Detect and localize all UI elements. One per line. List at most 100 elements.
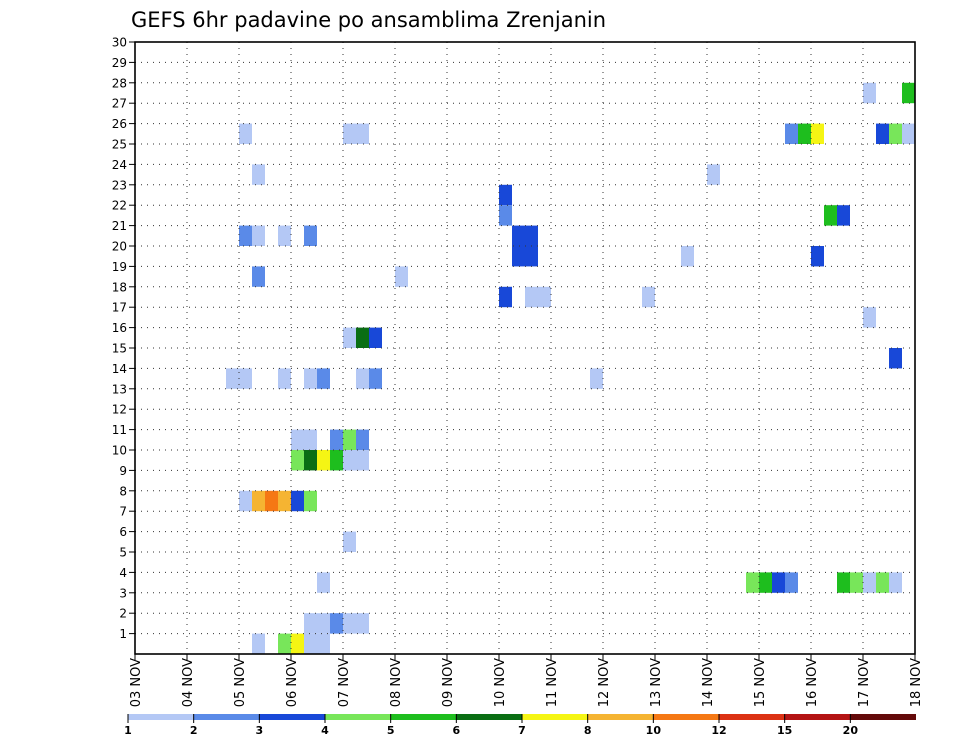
x-tick-label: 18 NOV: [909, 658, 924, 707]
y-tick-label: 21: [112, 219, 127, 233]
x-tick-label: 12 NOV: [597, 658, 612, 707]
precip-cell: [304, 633, 317, 654]
precip-cell: [395, 266, 408, 287]
precip-cell: [512, 225, 525, 246]
legend-tick-label: 5: [387, 724, 395, 737]
precip-cell: [356, 368, 369, 389]
y-tick-label: 2: [119, 607, 127, 621]
precip-cell: [876, 123, 889, 144]
x-tick-label: 09 NOV: [441, 658, 456, 707]
precip-cell: [876, 572, 889, 593]
y-tick-label: 6: [119, 525, 127, 539]
precip-cell: [785, 572, 798, 593]
precip-cell: [356, 613, 369, 634]
legend-tick-label: 1: [124, 724, 132, 737]
color-legend: 1 2 3 4 5 6 7 8 10 12 15 20: [124, 714, 916, 737]
precip-cell: [590, 368, 603, 389]
precip-cell: [304, 368, 317, 389]
y-tick-label: 4: [119, 566, 127, 580]
precip-cell: [317, 368, 330, 389]
y-tick-label: 10: [112, 444, 127, 458]
y-tick-label: 14: [112, 362, 127, 376]
y-tick-label: 28: [112, 76, 127, 90]
precip-cell: [343, 450, 356, 471]
x-tick-label: 06 NOV: [285, 658, 300, 707]
precip-cell: [317, 613, 330, 634]
y-axis: 1234567891011121314151617181920212223242…: [112, 36, 135, 641]
y-tick-label: 11: [112, 423, 127, 437]
legend-tick-label: 10: [646, 724, 662, 737]
y-tick-label: 17: [112, 301, 127, 315]
x-tick-label: 05 NOV: [233, 658, 248, 707]
x-axis: 03 NOV 04 NOV 05 NOV 06 NOV 07 NOV 08 NOV 09 N…: [129, 654, 924, 707]
precip-cell: [356, 327, 369, 348]
precip-cell: [863, 307, 876, 328]
legend-swatch: [456, 714, 522, 720]
precip-cell: [369, 327, 382, 348]
precip-cell: [889, 123, 902, 144]
legend-swatch: [259, 714, 325, 720]
precip-cell: [850, 572, 863, 593]
precip-cell: [304, 429, 317, 450]
x-tick-label: 08 NOV: [389, 658, 404, 707]
precip-cell: [642, 286, 655, 308]
precip-cell: [499, 205, 512, 226]
grid-lines: [135, 42, 915, 654]
legend-swatch: [850, 714, 916, 720]
precip-cell: [525, 246, 538, 267]
y-tick-label: 24: [112, 158, 127, 172]
precip-cell: [291, 450, 304, 471]
legend-tick-label: 12: [711, 724, 726, 737]
legend-swatch: [719, 714, 785, 720]
precip-cell: [330, 613, 343, 634]
precip-cell: [811, 123, 824, 144]
precip-cell: [265, 490, 278, 512]
x-tick-label: 07 NOV: [337, 658, 352, 707]
x-tick-label: 15 NOV: [753, 658, 768, 707]
y-tick-label: 18: [112, 280, 127, 294]
y-tick-label: 22: [112, 199, 127, 213]
y-tick-label: 19: [112, 260, 127, 274]
precip-cell: [902, 82, 915, 104]
precip-cell: [889, 572, 902, 593]
legend-swatch: [653, 714, 719, 720]
legend-swatch: [193, 714, 260, 720]
precip-cell: [889, 348, 902, 369]
precip-cell: [291, 429, 304, 450]
y-tick-label: 5: [119, 546, 127, 560]
legend-swatch: [784, 714, 851, 720]
precip-cell: [278, 225, 291, 246]
precip-cell: [291, 490, 304, 512]
precip-cell: [343, 429, 356, 450]
precip-cell: [252, 266, 265, 287]
precip-cell: [304, 225, 317, 246]
legend-tick-label: 4: [321, 724, 329, 737]
precip-cell: [343, 123, 356, 144]
legend-tick-label: 15: [777, 724, 792, 737]
precip-cell: [798, 123, 811, 144]
precip-cell: [317, 633, 330, 654]
y-tick-label: 16: [112, 321, 127, 335]
precip-cell: [525, 225, 538, 246]
x-tick-label: 16 NOV: [805, 658, 820, 707]
precip-cell: [226, 368, 239, 389]
ensemble-cells: [226, 82, 915, 654]
precip-cell: [343, 327, 356, 348]
precip-cell: [343, 613, 356, 634]
y-tick-label: 7: [119, 505, 127, 519]
precip-cell: [278, 633, 291, 654]
precip-cell: [356, 450, 369, 471]
legend-tick-label: 7: [518, 724, 526, 737]
legend-swatch: [587, 714, 654, 720]
precip-cell: [304, 613, 317, 634]
precip-cell: [499, 286, 512, 308]
precip-cell: [304, 450, 317, 471]
precip-cell: [707, 164, 720, 185]
precip-cell: [239, 490, 252, 512]
x-tick-label: 04 NOV: [181, 658, 196, 707]
precip-cell: [824, 205, 837, 226]
precip-cell: [499, 184, 512, 206]
precip-cell: [863, 82, 876, 104]
x-tick-label: 13 NOV: [649, 658, 664, 707]
